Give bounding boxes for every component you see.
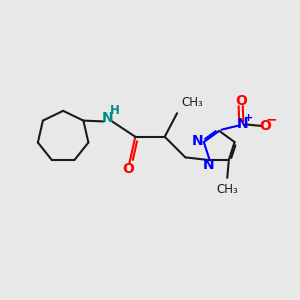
Text: CH₃: CH₃ (216, 183, 238, 196)
Text: +: + (243, 113, 253, 123)
Text: −: − (266, 112, 278, 126)
Text: CH₃: CH₃ (181, 96, 203, 109)
Text: N: N (192, 134, 204, 148)
Text: O: O (259, 119, 271, 133)
Text: O: O (235, 94, 247, 108)
Text: N: N (236, 117, 248, 131)
Text: O: O (122, 161, 134, 176)
Text: H: H (110, 104, 120, 117)
Text: N: N (203, 158, 214, 172)
Text: N: N (101, 112, 113, 125)
